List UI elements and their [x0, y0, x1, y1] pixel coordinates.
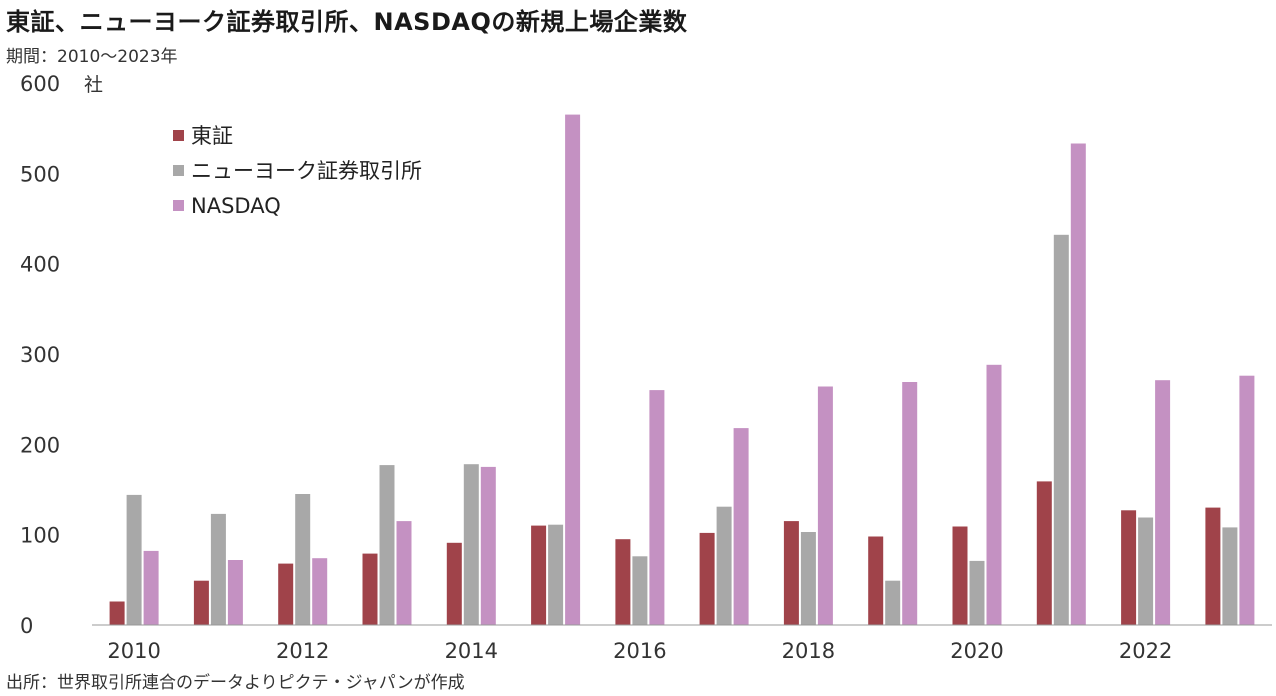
x-tick-label: 2020 [950, 639, 1003, 663]
bar-2014-series-1 [463, 464, 479, 625]
bar-2022-series-1 [1138, 517, 1154, 625]
y-axis: 0 100 200 300 400 500 600 社 [20, 72, 103, 638]
bar-2015-series-0 [531, 525, 547, 625]
legend-swatch [173, 165, 184, 176]
y-tick-label: 100 [20, 524, 60, 548]
bar-2023-series-0 [1205, 507, 1221, 625]
x-tick-label: 2022 [1119, 639, 1172, 663]
bar-2018-series-1 [800, 532, 816, 625]
bar-2017-series-2 [733, 428, 749, 625]
bar-2020-series-2 [986, 364, 1002, 625]
bar-2017-series-1 [716, 506, 732, 625]
x-tick-label: 2010 [107, 639, 160, 663]
bar-2011-series-0 [193, 580, 209, 625]
bar-2012-series-1 [295, 494, 311, 625]
bar-2019-series-2 [902, 382, 918, 625]
y-tick-label: 0 [20, 614, 33, 638]
bar-2022-series-0 [1121, 510, 1137, 625]
x-axis: 2010 2012 2014 2016 2018 2020 2022 [107, 639, 1172, 663]
bar-2022-series-2 [1155, 380, 1171, 625]
bar-2019-series-1 [885, 580, 901, 625]
y-tick-label: 400 [20, 253, 60, 277]
bar-2016-series-0 [615, 539, 631, 625]
y-tick-label: 500 [20, 162, 60, 186]
source-note: 出所：世界取引所連合のデータよりピクテ・ジャパンが作成 [6, 673, 465, 693]
bar-2010-series-0 [109, 601, 125, 625]
bar-2016-series-2 [649, 390, 665, 625]
x-tick-label: 2016 [613, 639, 666, 663]
bar-2021-series-2 [1070, 143, 1086, 625]
legend-label: NASDAQ [191, 194, 281, 218]
bar-2020-series-0 [952, 526, 968, 625]
y-unit-label: 社 [84, 74, 103, 96]
x-tick-label: 2012 [276, 639, 329, 663]
x-tick-label: 2014 [445, 639, 498, 663]
y-tick-label: 200 [20, 433, 60, 457]
bar-2014-series-0 [446, 542, 462, 625]
bar-2023-series-1 [1222, 527, 1238, 625]
bar-2012-series-0 [278, 563, 294, 625]
chart-subtitle: 期間：2010～2023年 [6, 47, 178, 67]
chart-title: 東証、ニューヨーク証券取引所、NASDAQの新規上場企業数 [6, 8, 688, 36]
bar-2013-series-1 [379, 465, 395, 625]
bar-2018-series-2 [817, 386, 833, 625]
y-tick-label: 600 [20, 72, 60, 96]
bar-2017-series-0 [699, 532, 715, 625]
bar-2010-series-2 [143, 550, 159, 625]
bar-2015-series-2 [565, 114, 581, 625]
bar-2011-series-2 [227, 560, 243, 625]
x-tick-label: 2018 [782, 639, 835, 663]
legend-swatch [173, 200, 184, 211]
legend-label: 東証 [191, 124, 233, 148]
bar-2020-series-1 [969, 560, 985, 625]
legend-label: ニューヨーク証券取引所 [191, 159, 422, 183]
bar-2021-series-0 [1036, 481, 1052, 625]
y-tick-label: 300 [20, 343, 60, 367]
bars-group [109, 114, 1255, 626]
bar-2013-series-0 [362, 553, 378, 625]
bar-2019-series-0 [868, 536, 884, 625]
bar-2014-series-2 [480, 466, 496, 625]
bar-2021-series-1 [1053, 234, 1069, 626]
bar-2016-series-1 [632, 556, 648, 625]
legend-swatch [173, 130, 184, 141]
bar-2018-series-0 [783, 521, 799, 625]
bar-2015-series-1 [548, 524, 564, 625]
bar-2010-series-1 [126, 494, 142, 625]
bar-2012-series-2 [312, 558, 328, 625]
bar-2011-series-1 [210, 513, 226, 625]
bar-2013-series-2 [396, 521, 412, 625]
bar-2023-series-2 [1239, 375, 1255, 625]
